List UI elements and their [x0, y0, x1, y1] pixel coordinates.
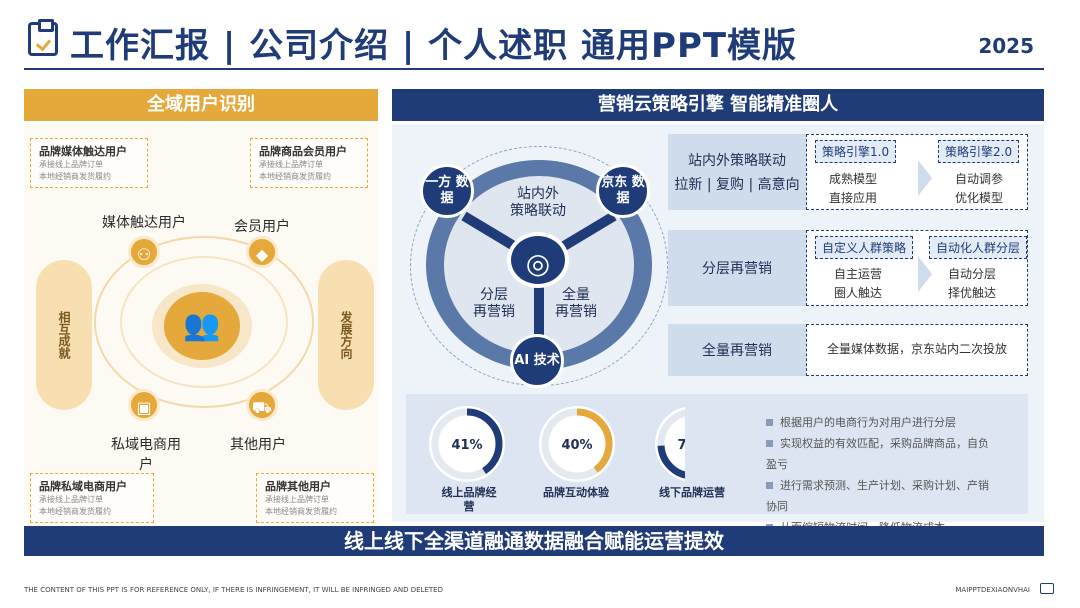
donut-label: 线上品牌经 营 [441, 486, 497, 513]
bullet-text: 实现权益的有效匹配，采购品牌商品，自负 盈亏 [766, 437, 989, 471]
bullet-item: 实现权益的有效匹配，采购品牌商品，自负 盈亏 [766, 433, 1028, 475]
cart-icon: ⛟ [246, 389, 278, 421]
strategy-label: 站内外策略联动 拉新 | 复购 | 高意向 [668, 134, 806, 210]
brand-icon [1040, 583, 1054, 594]
donut-bg [655, 406, 685, 482]
strategy-box [806, 324, 1028, 376]
donut-bg [539, 406, 615, 482]
strategy-title: 站内外策略联动 [688, 153, 786, 169]
donut-arc [541, 408, 613, 480]
left-arrow: 相互成就 [36, 260, 92, 410]
other-user-label: 其他用户 [230, 437, 286, 453]
donut-value: 41% [451, 438, 482, 453]
donut-label: 品牌互动体验 [543, 486, 609, 499]
chevron-right-icon [918, 160, 932, 196]
footer-disclaimer: THE CONTENT OF THIS PPT IS FOR REFERENCE… [24, 586, 443, 594]
box-line: 本地经销商发货履约 [39, 172, 111, 181]
strategy-label: 分层再营销 [668, 230, 806, 306]
media-user-box: 品牌媒体触达用户 承接线上品牌订单 本地经销商发货履约 [30, 138, 148, 188]
left-section-header: 全域用户识别 [24, 89, 378, 121]
square-bullet-icon [766, 440, 773, 447]
strategy-title: 分层再营销 [702, 261, 772, 277]
donut-label: 线下品牌运营 [659, 486, 725, 499]
inner-top-text: 站内外 策略联动 [510, 186, 566, 219]
square-bullet-icon [766, 482, 773, 489]
donut-chart: 41% 40% 74% [429, 406, 685, 482]
donut-value: 74% [677, 438, 685, 453]
donut-arc [431, 408, 503, 480]
bullet-list: 根据用户的电商行为对用户进行分层 实现权益的有效匹配，采购品牌商品，自负 盈亏 … [766, 412, 1028, 538]
bottom-banner: 线上线下全渠道融通数据融合赋能运营提效 [24, 526, 1044, 556]
media-user-label: 媒体触达用户 [102, 215, 186, 231]
target-icon: ◎ [507, 232, 569, 288]
diamond-icon: ◆ [246, 236, 278, 268]
donut-value: 40% [561, 438, 592, 453]
engine-2-text: 自动调参 优化模型 [954, 172, 1003, 205]
custom-crowd-text: 自主运营 圈人触达 [833, 267, 882, 300]
member-user-label: 会员用户 [234, 219, 290, 235]
other-user-box: 品牌其他用户 承接线上品牌订单 本地经销商发货履约 [256, 473, 374, 523]
box-line: 本地经销商发货履约 [39, 507, 111, 516]
ai-tech-bubble: AI 技术 [510, 334, 564, 388]
year-label: 2025 [978, 34, 1034, 58]
box-title: 品牌其他用户 [265, 480, 331, 493]
bullet-text: 根据用户的电商行为对用户进行分层 [780, 416, 956, 429]
strategy-title: 全量再营销 [702, 343, 772, 359]
donut-track [657, 409, 685, 479]
inner-left-text: 分层 再营销 [473, 287, 515, 320]
inner-right-text: 全量 再营销 [555, 287, 597, 320]
square-bullet-icon [766, 419, 773, 426]
box-title: 品牌商品会员用户 [259, 145, 347, 158]
member-user-box: 品牌商品会员用户 承接线上品牌订单 本地经销商发货履约 [250, 138, 368, 188]
middle-ring [120, 256, 288, 388]
outer-ring [94, 236, 314, 408]
header-divider [24, 68, 1044, 70]
box-line: 本地经销商发货履约 [265, 507, 337, 516]
right-arrow: 发展方向 [318, 260, 374, 410]
jd-data-bubble: 京东 数据 [596, 164, 650, 218]
custom-crowd-tag: 自定义人群策略 [815, 236, 914, 259]
footer-brand: MAIPPTDEXIAONVHAI [955, 586, 1030, 594]
bullet-text: 进行需求预测、生产计划、采购计划、产销 协同 [766, 479, 989, 513]
first-party-data-bubble: 一方 数据 [420, 164, 474, 218]
engine-1-tag: 策略引擎1.0 [815, 140, 897, 163]
box-title: 品牌媒体触达用户 [39, 145, 127, 158]
auto-crowd-text: 自动分层 择优触达 [947, 267, 996, 300]
engine-2-tag: 策略引擎2.0 [938, 140, 1020, 163]
users-icon: 👥 [164, 292, 240, 360]
donut-bg [429, 406, 505, 482]
clipboard-icon [28, 19, 58, 56]
engine-1-text: 成熟模型 直接应用 [828, 172, 877, 205]
bag-icon: ▣ [128, 389, 160, 421]
box-line: 承接线上品牌订单 [259, 160, 323, 169]
box-title: 品牌私域电商用户 [39, 480, 127, 493]
private-user-box: 品牌私域电商用户 承接线上品牌订单 本地经销商发货履约 [30, 473, 154, 523]
bullet-item: 根据用户的电商行为对用户进行分层 [766, 412, 1028, 433]
box-line: 本地经销商发货履约 [259, 172, 331, 181]
private-user-label: 私域电商用户 [111, 437, 181, 473]
stats-panel [406, 394, 1028, 514]
bullet-item: 进行需求预测、生产计划、采购计划、产销 协同 [766, 475, 1028, 517]
people-icon: ⚇ [128, 236, 160, 268]
box-line: 承接线上品牌订单 [265, 495, 329, 504]
page-title: 工作汇报 | 公司介绍 | 个人述职 通用PPT模版 [70, 26, 798, 66]
chevron-right-icon [918, 256, 932, 292]
box-line: 承接线上品牌订单 [39, 160, 103, 169]
strategy-label: 全量再营销 [668, 324, 806, 376]
strategy-sub: 拉新 | 复购 | 高意向 [674, 177, 800, 193]
full-remarketing-text: 全量媒体数据，京东站内二次投放 [826, 342, 1007, 356]
right-section-header: 营销云策略引擎 智能精准圈人 [392, 89, 1044, 121]
box-line: 承接线上品牌订单 [39, 495, 103, 504]
auto-crowd-tag: 自动化人群分层 [929, 236, 1028, 259]
